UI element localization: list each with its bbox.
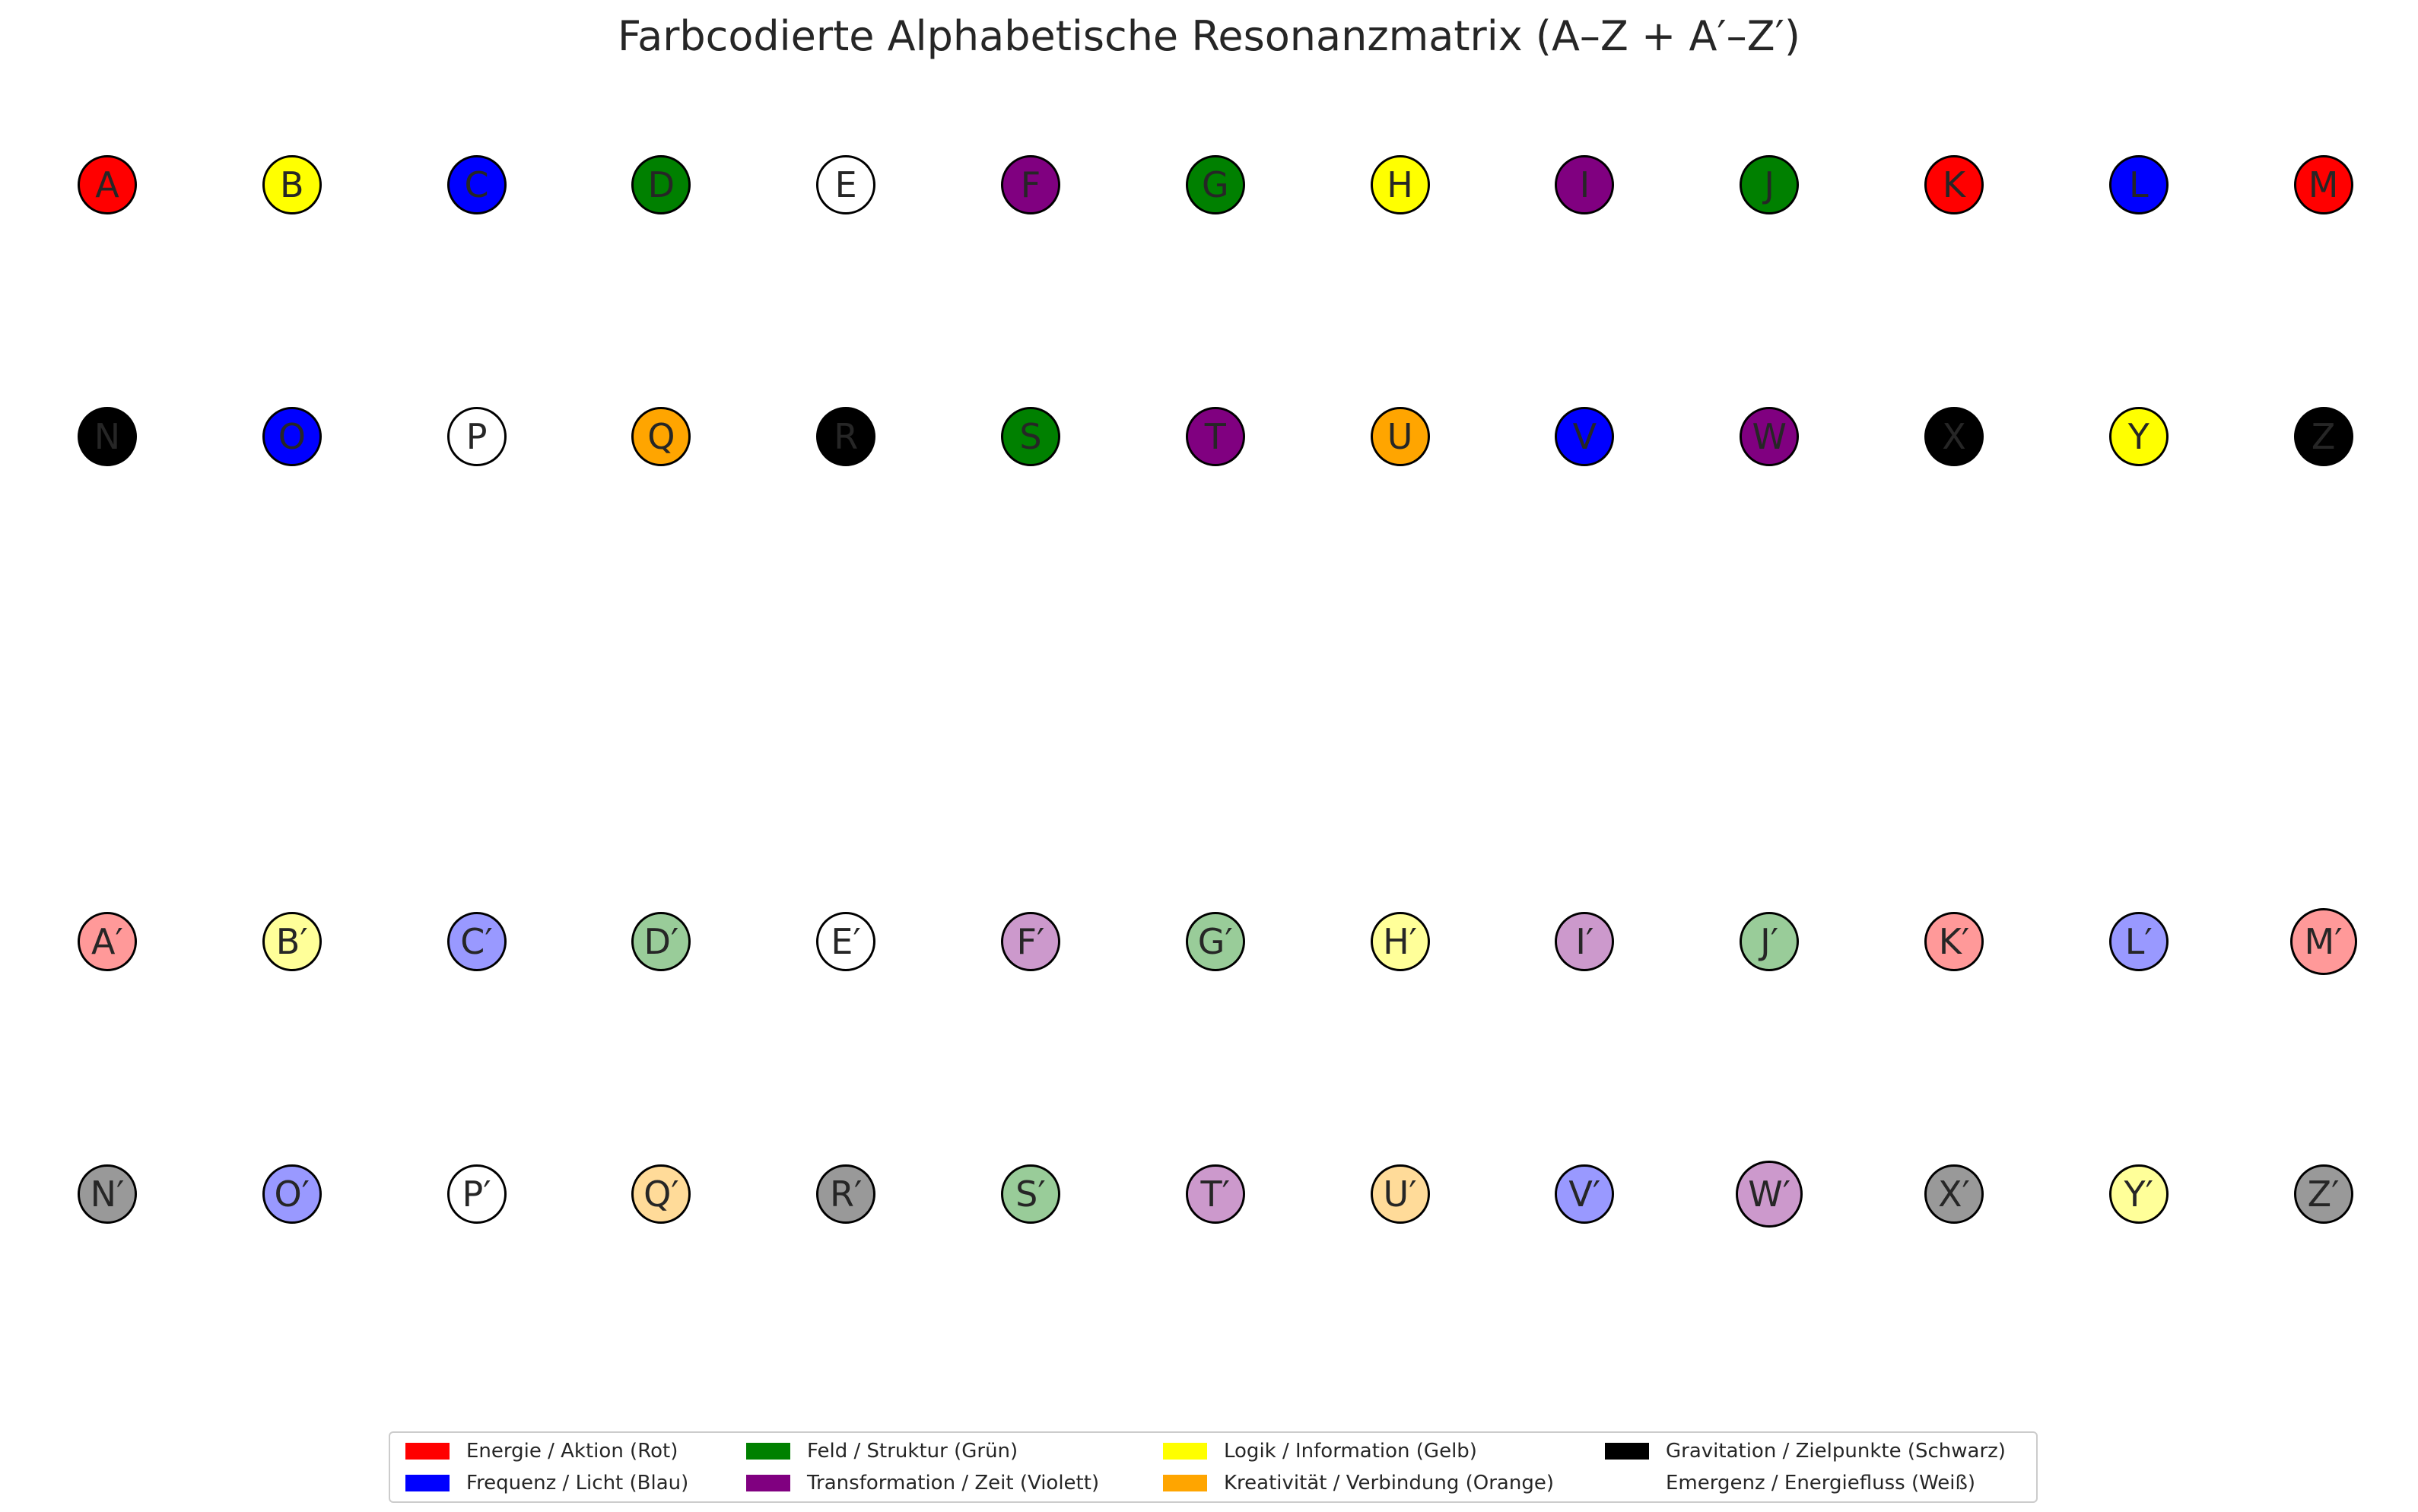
node-i-prime: I′ [1555, 912, 1615, 971]
node-w-prime: W′ [1736, 1161, 1803, 1228]
node-n-prime: N′ [78, 1164, 137, 1224]
legend-swatch-gelb [1163, 1443, 1207, 1460]
node-l-prime: L′ [2108, 912, 2169, 971]
node-m-prime: M′ [2289, 908, 2357, 975]
node-q: Q [631, 407, 691, 466]
legend-swatch-violett [746, 1475, 790, 1491]
node-w: W [1740, 407, 1800, 466]
legend-swatch-blau [405, 1475, 450, 1491]
node-s-prime: S′ [1001, 1164, 1060, 1224]
node-u-prime: U′ [1370, 1164, 1430, 1224]
legend-swatch-schwarz [1605, 1443, 1649, 1460]
node-v: V [1555, 407, 1615, 466]
legend-item-schwarz: Gravitation / Zielpunkte (Schwarz) [1605, 1436, 2006, 1466]
node-a-prime: A′ [78, 912, 137, 971]
legend-swatch-gruen [746, 1443, 790, 1460]
legend-item-gelb: Logik / Information (Gelb) [1163, 1436, 1477, 1466]
resonance-matrix: A A′ B B′ C C′ D D′ E E′ F F′ G G′ H H′ I I′ J J′ K K′ L L′ M M′ N… [78, 155, 2357, 1228]
node-j-prime: J′ [1740, 912, 1800, 971]
node-b: B [262, 155, 322, 214]
legend-label-weiss: Emergenz / Energiefluss (Weiß) [1666, 1472, 1976, 1495]
node-y: Y [2108, 407, 2169, 466]
node-x-prime: X′ [1924, 1164, 1984, 1224]
legend-swatch-rot [405, 1443, 450, 1460]
legend-item-blau: Frequenz / Licht (Blau) [405, 1468, 688, 1498]
node-y-prime: Y′ [2108, 1164, 2169, 1224]
node-g-prime: G′ [1185, 912, 1245, 971]
node-v-prime: V′ [1555, 1164, 1615, 1224]
legend-label-rot: Energie / Aktion (Rot) [466, 1440, 678, 1463]
node-i: I [1555, 155, 1615, 214]
node-z: Z [2293, 407, 2353, 466]
legend-swatch-weiss [1605, 1475, 1649, 1491]
legend-swatch-orange [1163, 1475, 1207, 1491]
node-q-prime: Q′ [631, 1164, 691, 1224]
node-c: C [446, 155, 507, 214]
node-h-prime: H′ [1370, 912, 1430, 971]
legend-label-blau: Frequenz / Licht (Blau) [466, 1472, 689, 1495]
node-c-prime: C′ [446, 912, 507, 971]
node-f-prime: F′ [1001, 912, 1060, 971]
legend-label-gelb: Logik / Information (Gelb) [1224, 1440, 1477, 1463]
legend-label-orange: Kreativität / Verbindung (Orange) [1224, 1472, 1554, 1495]
node-m: M [2293, 155, 2353, 214]
legend-label-gruen: Feld / Struktur (Grün) [807, 1440, 1018, 1463]
node-f: F [1001, 155, 1060, 214]
legend-label-schwarz: Gravitation / Zielpunkte (Schwarz) [1666, 1440, 2006, 1463]
legend-item-gruen: Feld / Struktur (Grün) [746, 1436, 1018, 1466]
node-n: N [78, 407, 137, 466]
node-d-prime: D′ [631, 912, 691, 971]
node-e-prime: E′ [816, 912, 876, 971]
node-a: A [78, 155, 137, 214]
node-l: L [2108, 155, 2169, 214]
node-o: O [262, 407, 322, 466]
node-k-prime: K′ [1924, 912, 1984, 971]
node-b-prime: B′ [262, 912, 322, 971]
node-x: X [1924, 407, 1984, 466]
node-z-prime: Z′ [2293, 1164, 2353, 1224]
node-o-prime: O′ [262, 1164, 322, 1224]
node-k: K [1924, 155, 1984, 214]
node-p: P [446, 407, 507, 466]
node-g: G [1185, 155, 1245, 214]
legend-item-rot: Energie / Aktion (Rot) [405, 1436, 678, 1466]
node-p-prime: P′ [446, 1164, 507, 1224]
legend-item-weiss: Emergenz / Energiefluss (Weiß) [1605, 1468, 1975, 1498]
node-t-prime: T′ [1185, 1164, 1245, 1224]
legend-label-violett: Transformation / Zeit (Violett) [807, 1472, 1100, 1495]
node-s: S [1001, 407, 1060, 466]
legend-item-violett: Transformation / Zeit (Violett) [746, 1468, 1099, 1498]
node-u: U [1370, 407, 1430, 466]
node-r-prime: R′ [816, 1164, 876, 1224]
diagram-title: Farbcodierte Alphabetische Resonanzmatri… [618, 12, 1800, 60]
legend-item-orange: Kreativität / Verbindung (Orange) [1163, 1468, 1554, 1498]
node-h: H [1370, 155, 1430, 214]
legend: Energie / Aktion (Rot) Frequenz / Licht (… [389, 1431, 2038, 1503]
node-r: R [816, 407, 876, 466]
node-t: T [1185, 407, 1245, 466]
node-d: D [631, 155, 691, 214]
node-e: E [816, 155, 876, 214]
node-j: J [1740, 155, 1800, 214]
